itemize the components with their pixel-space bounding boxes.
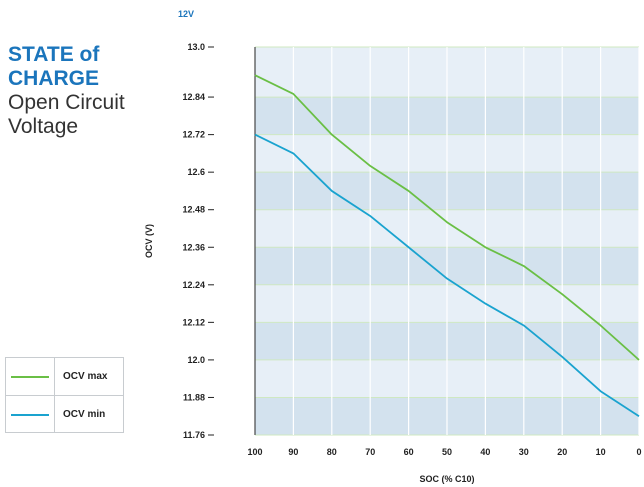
legend-item-ocv-min: OCV min [6,396,123,433]
title-block: STATE of CHARGE Open Circuit Voltage [8,43,158,139]
x-tick-label: 80 [327,447,337,457]
x-tick-label: 50 [442,447,452,457]
legend-divider [54,396,55,433]
series-line-ocv-min [254,133,640,417]
y-tick-label: 12.6 [187,167,205,177]
y-axis-title: OCV (V) [144,224,154,258]
y-tick-label: 12.24 [182,280,205,290]
x-tick-label: 30 [519,447,529,457]
legend-swatch-ocv-min [11,413,49,416]
y-tick-label: 12.48 [182,205,205,215]
x-tick-label: 20 [557,447,567,457]
y-tick-label: 11.76 [183,430,205,440]
y-tick-label: 12.72 [182,130,205,140]
y-tick-label: 12.0 [187,355,205,365]
chart-title-line1: STATE of [8,43,100,66]
x-tick-label: 100 [247,447,262,457]
x-tick-label: 70 [365,447,375,457]
voltage-tag: 12V [178,9,194,19]
legend-label-ocv-min: OCV min [63,409,106,420]
legend-label-ocv-max: OCV max [63,371,108,382]
x-tick-label: 60 [404,447,414,457]
legend-divider [54,358,55,395]
legend: OCV max OCV min [5,357,124,433]
chart-subtitle-line1: Open Circuit [8,91,125,114]
y-tick-label: 12.36 [182,242,205,252]
x-tick-label: 90 [288,447,298,457]
chart-title-line2: CHARGE [8,67,100,90]
x-tick-label: 0 [636,447,641,457]
y-tick-label: 13.0 [187,42,205,52]
series-line-ocv-max [254,74,640,361]
legend-item-ocv-max: OCV max [6,358,123,396]
x-tick-label: 40 [480,447,490,457]
chart-subtitle-line2: Voltage [8,115,79,138]
legend-swatch-ocv-max [11,375,49,378]
y-tick-label: 12.12 [182,317,205,327]
y-tick-label: 11.88 [183,392,205,402]
x-axis-title: SOC (% C10) [419,474,474,484]
x-tick-label: 10 [596,447,606,457]
y-tick-label: 12.84 [182,92,205,102]
